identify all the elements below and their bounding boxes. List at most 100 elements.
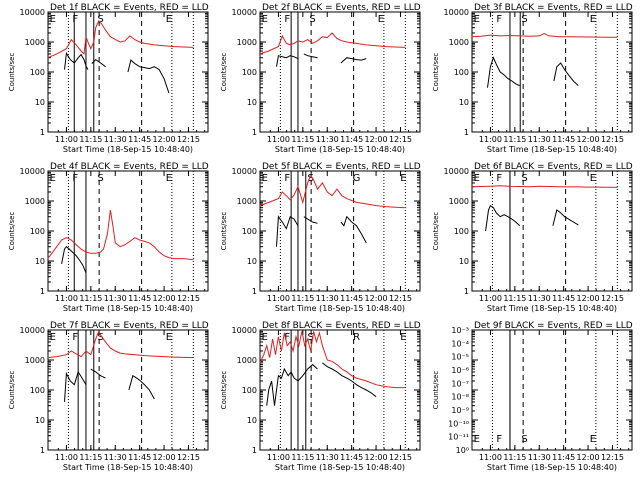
x-tick-label: 11:00: [55, 294, 78, 303]
y-tick-label: 10: [247, 416, 257, 425]
x-tick-label: 12:00: [577, 294, 600, 303]
y-tick-label: 10: [459, 98, 469, 107]
det-panel-4: Det 4f BLACK = Events, RED = LLD 1 10 100 10…: [8, 162, 209, 313]
x-tick-label: 12:00: [153, 135, 176, 144]
x-tick-label: 11:30: [528, 453, 551, 462]
x-tick-label: 12:15: [177, 135, 200, 144]
y-axis-label: Counts/sec: [432, 212, 440, 251]
plot-frame: [259, 170, 421, 292]
y-tick-label: 1000: [449, 197, 469, 206]
y-tick-label: 10⁻¹¹: [448, 433, 469, 442]
y-tick-label: 1000: [25, 38, 45, 47]
phase-marker-label: S: [521, 14, 527, 25]
y-axis-label: Counts/sec: [432, 53, 440, 92]
phase-marker-label: F: [284, 14, 290, 25]
phase-marker-label: F: [72, 332, 78, 343]
phase-marker-label: E: [166, 332, 172, 343]
y-tick-label: 1: [252, 446, 257, 455]
events-series-line: [64, 51, 89, 70]
panel-title: Det 4f BLACK = Events, RED = LLD: [50, 162, 209, 172]
y-axis-label: Counts/sec: [8, 212, 16, 251]
x-tick-label: 11:30: [104, 135, 127, 144]
y-tick-label: 1: [40, 287, 45, 296]
phase-marker-label: F: [496, 434, 502, 445]
phase-marker-label: S: [307, 173, 313, 184]
y-tick-label: 10: [459, 257, 469, 266]
x-tick-label: 11:15: [503, 453, 526, 462]
panel-title: Det 6f BLACK = Events, RED = LLD: [474, 162, 633, 172]
y-axis-label: Counts/sec: [8, 371, 16, 410]
x-axis-label: Start Time (18-Sep-15 10:48:40): [63, 304, 193, 313]
phase-marker-label: E: [590, 14, 596, 25]
x-tick-label: 12:15: [177, 294, 200, 303]
y-tick-label: 1000: [237, 197, 257, 206]
y-tick-label: 10⁻⁵: [451, 353, 469, 362]
x-tick-label: 12:00: [365, 453, 388, 462]
x-tick-label: 12:00: [153, 294, 176, 303]
y-tick-label: 100: [30, 227, 45, 236]
events-series-line: [303, 53, 318, 59]
x-axis-label: Start Time (18-Sep-15 10:48:40): [63, 145, 193, 154]
x-tick-label: 11:15: [79, 453, 102, 462]
phase-marker-label: E: [590, 173, 596, 184]
plot-frame: [471, 170, 633, 292]
det-panel-7: Det 7f BLACK = Events, RED = LLD 1 10 100 10…: [8, 321, 209, 472]
x-tick-label: 12:15: [601, 294, 624, 303]
x-tick-label: 11:15: [291, 453, 314, 462]
lld-series-line: [471, 185, 618, 188]
events-series-line: [485, 204, 521, 232]
x-axis-label: Start Time (18-Sep-15 10:48:40): [275, 145, 405, 154]
y-tick-label: 100: [242, 227, 257, 236]
det-panel-2: Det 2f BLACK = Events, RED = LLD 1 10 100 10…: [220, 3, 421, 154]
x-tick-label: 11:30: [316, 294, 339, 303]
x-axis-label: Start Time (18-Sep-15 10:48:40): [487, 304, 617, 313]
x-tick-label: 11:45: [552, 135, 575, 144]
y-tick-label: 10000: [444, 167, 469, 176]
y-tick-label: 10: [35, 257, 45, 266]
x-tick-label: 11:45: [552, 453, 575, 462]
x-tick-label: 11:45: [340, 294, 363, 303]
x-tick-label: 11:30: [104, 453, 127, 462]
events-series-line: [64, 370, 87, 402]
det-panel-5: Det 5f BLACK = Events, RED = LLD 1 10 100 10…: [220, 162, 421, 313]
phase-marker-label: R: [353, 332, 360, 343]
x-tick-label: 11:30: [528, 294, 551, 303]
events-series-line: [303, 216, 318, 224]
phase-marker-label: E: [262, 173, 268, 184]
y-tick-label: 10⁻⁶: [451, 366, 469, 375]
x-tick-label: 11:30: [104, 294, 127, 303]
y-tick-label: 1: [252, 287, 257, 296]
y-tick-label: 100: [242, 68, 257, 77]
plot-frame: [471, 11, 633, 133]
plot-frame: [47, 170, 209, 292]
y-tick-label: 10000: [20, 326, 45, 335]
y-tick-label: 10⁻¹⁰: [448, 419, 469, 428]
phase-marker-label: S: [521, 173, 527, 184]
phase-marker-label: E: [400, 173, 406, 184]
x-tick-label: 12:15: [389, 135, 412, 144]
y-tick-label: 100: [30, 386, 45, 395]
y-tick-label: 1000: [25, 356, 45, 365]
x-tick-label: 11:45: [340, 453, 363, 462]
det-panel-8: Det 8f BLACK = Events, RED = LLD 1 10 100 10…: [220, 321, 421, 472]
x-tick-label: 12:00: [365, 294, 388, 303]
y-tick-label: 10000: [20, 8, 45, 17]
x-tick-label: 12:15: [601, 453, 624, 462]
plot-frame: [259, 329, 421, 451]
x-tick-label: 11:45: [552, 294, 575, 303]
phase-marker-label: E: [474, 434, 480, 445]
x-tick-label: 11:45: [340, 135, 363, 144]
y-tick-label: 10000: [232, 8, 257, 17]
phase-marker-label: S: [307, 332, 313, 343]
lld-series-line: [47, 20, 194, 59]
det-panel-9: Det 9f BLACK = Events, RED = LLD 10⁰ 10⁻¹¹…: [432, 321, 633, 472]
events-series-line: [340, 215, 367, 244]
phase-marker-label: E: [262, 14, 268, 25]
x-tick-label: 11:45: [128, 135, 151, 144]
y-tick-label: 10⁻⁹: [451, 406, 469, 415]
phase-marker-label: E: [50, 332, 56, 343]
x-tick-label: 11:00: [55, 135, 78, 144]
y-tick-label: 1: [464, 287, 469, 296]
